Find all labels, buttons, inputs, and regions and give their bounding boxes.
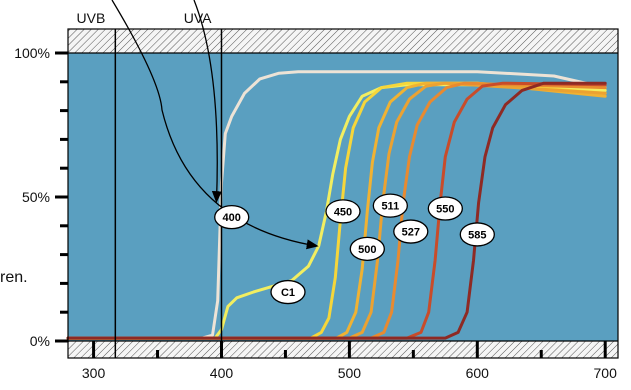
x-tick-label-400: 400 [210, 365, 234, 381]
series-line-400 [66, 70, 607, 340]
label-bubble [325, 199, 361, 224]
label-text: 450 [334, 206, 352, 218]
y-tick-label-100: 100% [14, 45, 50, 61]
series-label-511: 511 [372, 193, 408, 218]
label-bubble [270, 279, 306, 305]
series-lines [66, 70, 607, 340]
bottom-hatch-band [67, 340, 619, 359]
series-line-585 [66, 81, 607, 340]
band-label-uvb: UVB [77, 10, 106, 26]
side-text: ren. [0, 269, 28, 286]
y-tick-label-0: 0% [30, 333, 50, 349]
label-text: 585 [468, 229, 486, 241]
label-text: 500 [358, 244, 376, 256]
series-label-585: 585 [459, 222, 495, 247]
series-label-527: 527 [393, 219, 429, 244]
annotation-arrows [111, 0, 319, 250]
series-label-400: 400 [214, 205, 250, 230]
top-hatch-band [67, 28, 619, 54]
x-tick-label-600: 600 [466, 365, 490, 381]
label-bubble [214, 205, 250, 230]
series-line-527 [66, 81, 607, 340]
y-tick-label-50: 50% [22, 189, 50, 205]
label-text: 400 [223, 212, 241, 224]
label-text: 511 [381, 201, 399, 213]
label-bubble [393, 219, 429, 244]
series-label-550: 550 [427, 196, 463, 221]
x-tick-label-500: 500 [338, 365, 362, 381]
label-bubble [427, 196, 463, 221]
label-bubble [372, 193, 408, 218]
series-line-450 [66, 81, 607, 340]
series-line-511 [66, 81, 607, 340]
label-text: C1 [281, 287, 295, 299]
label-text: 550 [436, 204, 454, 216]
x-tick-label-700: 700 [594, 365, 618, 381]
plot-frame [67, 28, 619, 359]
series-labels: 400 450 511 550 527 585 500 C1 [214, 193, 495, 305]
arrow-to-400-curve [193, 0, 222, 204]
band-boundaries: UVB UVA [77, 10, 223, 358]
label-bubble [459, 222, 495, 247]
arrow-to-c1-curve [111, 0, 319, 250]
series-label-C1: C1 [270, 279, 306, 305]
label-text: 527 [402, 227, 420, 239]
series-label-500: 500 [349, 236, 385, 261]
label-bubble [349, 236, 385, 261]
series-label-450: 450 [325, 199, 361, 224]
series-line-500 [66, 81, 607, 340]
axis-ticks: 300 400 500 600 700 0% 50% 100% [14, 45, 617, 381]
series-line-550 [66, 81, 607, 340]
x-tick-label-300: 300 [82, 365, 106, 381]
band-label-uva: UVA [184, 10, 212, 26]
